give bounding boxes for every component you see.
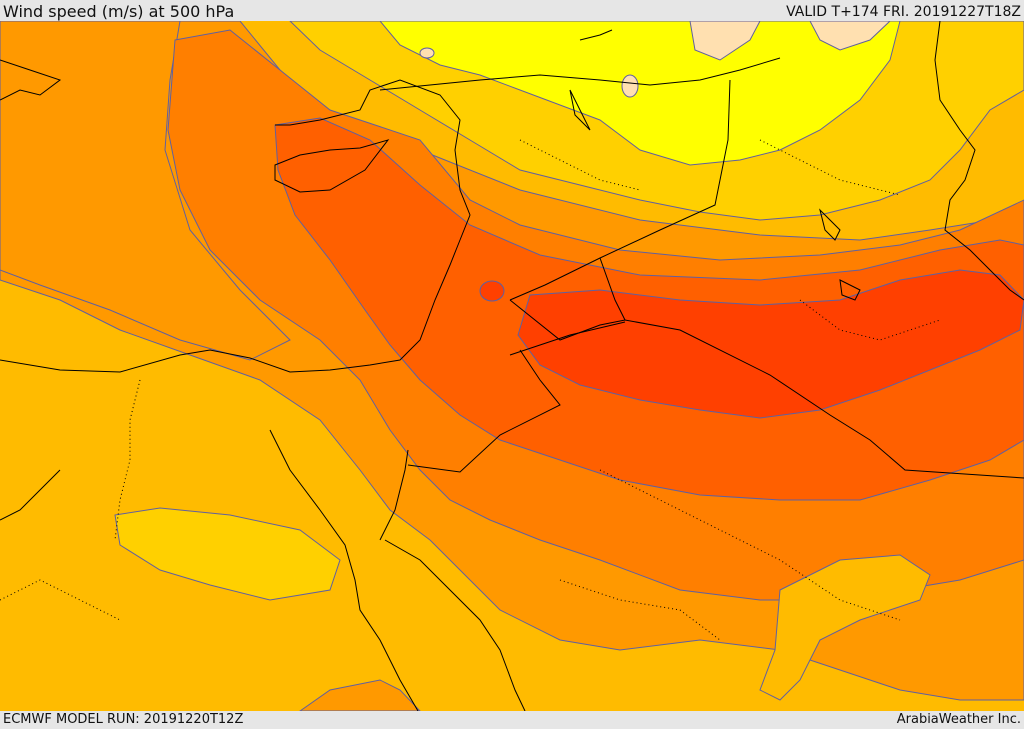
wind-speed-map[interactable] [0, 21, 1024, 711]
internal-borders [0, 139, 941, 641]
valid-time: VALID T+174 FRI. 20191227T18Z [786, 4, 1021, 20]
band-red-core [517, 269, 1024, 419]
footer-bar: ECMWF MODEL RUN: 20191220T12Z ArabiaWeat… [0, 711, 1024, 729]
borders [0, 57, 1024, 521]
band-yellow [379, 21, 901, 166]
band-yellow-south [114, 507, 341, 601]
header-bar: Wind speed (m/s) at 500 hPa VALID T+174 … [0, 0, 1024, 21]
model-run: ECMWF MODEL RUN: 20191220T12Z [3, 712, 244, 727]
map-title: Wind speed (m/s) at 500 hPa [3, 2, 235, 21]
band-orange-west [0, 21, 291, 361]
light-cell-2 [419, 47, 435, 59]
band-orange-southwest [299, 679, 421, 711]
light-cell [621, 74, 639, 98]
band-lightest [689, 21, 761, 61]
band-lightest-2 [809, 21, 891, 51]
credit: ArabiaWeather Inc. [896, 712, 1021, 727]
red-cell-small [479, 280, 505, 302]
map-canvas [0, 21, 1024, 711]
band-amber-east [759, 554, 931, 701]
coastlines [0, 21, 1024, 711]
